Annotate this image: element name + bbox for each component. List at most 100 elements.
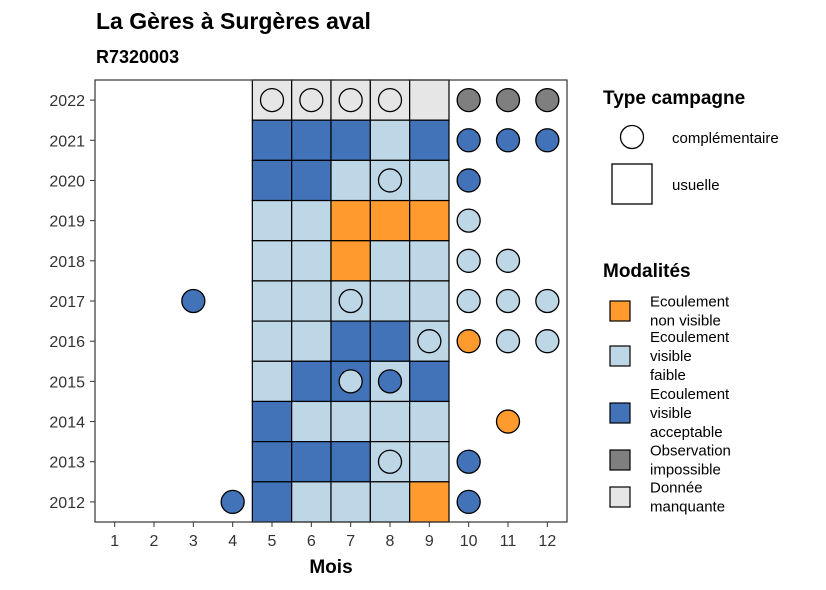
x-tick-label-9: 9 — [425, 533, 434, 550]
complementary-point-2016-11 — [495, 329, 521, 354]
chart-subtitle: R7320003 — [96, 47, 179, 67]
x-tick-label-11: 11 — [500, 533, 517, 550]
y-tick-label-2018: 2018 — [49, 254, 85, 271]
usual-cell-2012-9 — [409, 481, 450, 523]
usual-cell-2019-7 — [330, 199, 371, 242]
usual-cells — [251, 79, 450, 523]
usual-cell-2020-6 — [291, 159, 332, 202]
complementary-point-2021-12 — [535, 128, 560, 153]
usual-cell-2018-5 — [251, 240, 293, 282]
y-tick-label-2013: 2013 — [49, 455, 85, 472]
complementary-point-2021-11 — [495, 128, 521, 153]
usual-cell-2018-9 — [409, 240, 450, 282]
x-tick-label-8: 8 — [386, 533, 395, 550]
complementary-point-2020-8 — [377, 168, 403, 193]
usual-cell-2012-8 — [369, 481, 411, 523]
complementary-point-2019-10 — [456, 208, 481, 233]
complementary-point-2022-10 — [456, 87, 481, 113]
usual-cell-2017-6 — [291, 280, 332, 322]
complementary-point-2012-4 — [220, 489, 245, 515]
y-tick-label-2021: 2021 — [49, 133, 85, 150]
usual-cell-2016-7 — [330, 320, 371, 362]
complementary-point-2013-10 — [456, 449, 481, 474]
usual-cell-2022-9 — [409, 79, 450, 121]
usual-cell-2018-6 — [291, 240, 332, 282]
usual-cell-2021-5 — [251, 119, 293, 161]
usual-cell-2018-8 — [369, 240, 411, 282]
usual-cell-2021-9 — [409, 119, 450, 161]
usual-cell-2019-9 — [409, 199, 450, 242]
legend-type-title: Type campagne — [603, 88, 745, 109]
x-tick-label-6: 6 — [307, 533, 316, 550]
complementary-point-2015-8 — [377, 369, 403, 394]
usual-cell-2013-5 — [251, 441, 293, 483]
legend-key-faible — [609, 345, 631, 367]
complementary-point-2022-6 — [299, 87, 324, 113]
y-tick-label-2014: 2014 — [49, 415, 85, 432]
legend-modalites-title: Modalités — [603, 261, 691, 282]
x-tick-label-10: 10 — [460, 533, 478, 550]
usual-cell-2015-5 — [251, 360, 293, 403]
legend-label-impossible: Observation impossible — [650, 443, 731, 479]
usual-cell-2020-9 — [409, 159, 450, 202]
legend-label-acceptable: Ecoulement visible acceptable — [650, 386, 730, 441]
usual-cell-2014-7 — [330, 400, 371, 443]
legend-label-faible: Ecoulement visible faible — [650, 329, 730, 384]
y-axis: 2012 2013 2014 2015 2016 2017 2018 2019 2020 2021… — [49, 93, 95, 512]
usual-cell-2013-6 — [291, 441, 332, 483]
usual-cell-2012-6 — [291, 481, 332, 523]
y-tick-label-2022: 2022 — [49, 93, 85, 110]
y-tick-label-2019: 2019 — [49, 214, 85, 231]
usual-cell-2016-6 — [291, 320, 332, 362]
usual-cell-2017-9 — [409, 280, 450, 322]
chart-title: La Gères à Surgères aval — [96, 8, 371, 34]
usual-cell-2015-6 — [291, 360, 332, 403]
complementary-point-2017-11 — [495, 288, 521, 314]
usual-cell-2019-8 — [369, 199, 411, 242]
legend-label-manquante: Donnée manquante — [650, 480, 725, 516]
complementary-points — [181, 87, 560, 515]
y-tick-label-2016: 2016 — [49, 334, 85, 351]
usual-cell-2014-5 — [251, 400, 293, 443]
usual-cell-2019-6 — [291, 199, 332, 242]
usual-cell-2013-7 — [330, 441, 371, 483]
y-tick-label-2017: 2017 — [49, 294, 85, 311]
x-tick-label-1: 1 — [110, 533, 119, 550]
complementary-point-2016-9 — [417, 329, 442, 354]
complementary-point-2022-5 — [259, 87, 285, 113]
x-tick-label-5: 5 — [268, 533, 277, 550]
complementary-point-2016-10 — [456, 329, 481, 354]
legend-square-key — [611, 163, 653, 205]
usual-cell-2014-6 — [291, 400, 332, 443]
legend-key-acceptable — [609, 402, 631, 424]
usual-cell-2019-5 — [251, 199, 293, 242]
complementary-point-2017-12 — [535, 288, 560, 314]
x-tick-label-2: 2 — [150, 533, 159, 550]
usual-cell-2012-5 — [251, 481, 293, 523]
legend-type-label-1: usuelle — [672, 177, 720, 194]
x-tick-label-7: 7 — [346, 533, 355, 550]
usual-cell-2021-7 — [330, 119, 371, 161]
x-tick-label-12: 12 — [538, 533, 556, 550]
usual-cell-2021-6 — [291, 119, 332, 161]
legend-type-campagne: Type campagne complémentaire usuelle — [603, 88, 779, 205]
complementary-point-2012-10 — [456, 489, 481, 515]
usual-cell-2012-7 — [330, 481, 371, 523]
usual-cell-2021-8 — [369, 119, 411, 161]
usual-cell-2015-9 — [409, 360, 450, 403]
x-tick-label-4: 4 — [228, 533, 237, 550]
complementary-point-2018-11 — [495, 248, 521, 273]
complementary-point-2018-10 — [456, 248, 481, 273]
y-tick-label-2012: 2012 — [49, 495, 85, 512]
usual-cell-2016-8 — [369, 320, 411, 362]
legend-circle-key — [619, 124, 645, 150]
complementary-point-2020-10 — [456, 168, 481, 193]
complementary-point-2016-12 — [535, 329, 560, 354]
usual-cell-2017-5 — [251, 280, 293, 322]
complementary-point-2017-3 — [181, 288, 206, 314]
usual-cell-2013-9 — [409, 441, 450, 483]
legend-key-manquante — [609, 486, 631, 508]
x-tick-label-3: 3 — [189, 533, 198, 550]
